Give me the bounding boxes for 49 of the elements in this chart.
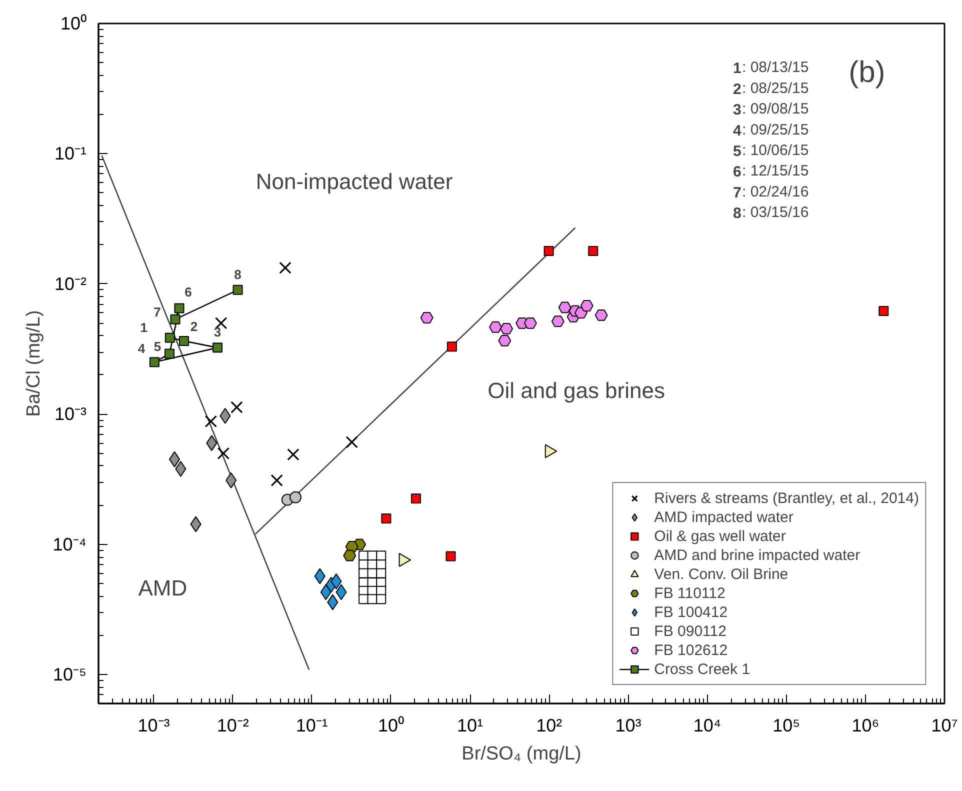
y-tick-label: 10⁻³ — [54, 404, 87, 424]
x-tick-label: 10⁵ — [772, 716, 800, 736]
legend-label: Rivers & streams (Brantley, et al., 2014) — [654, 489, 919, 507]
annotation: Oil and gas brines — [488, 378, 665, 404]
x-tick-label: 10¹ — [457, 716, 484, 736]
y-tick-label: 10⁻⁵ — [53, 664, 86, 685]
annotation: (b) — [848, 56, 886, 89]
x-tick-label: 10⁷ — [931, 716, 958, 736]
legend-label: AMD and brine impacted water — [654, 546, 860, 564]
x-tick-label: 10³ — [615, 716, 642, 736]
y-axis-title: Ba/Cl (mg/L) — [24, 310, 45, 417]
y-tick-label: 10⁻⁴ — [52, 534, 87, 554]
annotation: 1 — [140, 320, 148, 335]
y-tick-label: 10⁻¹ — [54, 144, 87, 164]
annotation: 5 — [154, 338, 162, 354]
annotation: 1: 08/13/15 — [733, 59, 809, 78]
legend-label: AMD impacted water — [654, 508, 794, 526]
annotation: AMD — [138, 575, 188, 600]
legend-label: Ven. Conv. Oil Brine — [654, 565, 788, 583]
y-tick-label: 10⁻² — [54, 274, 87, 294]
annotation: 7: 02/24/16 — [733, 183, 809, 202]
x-tick-label: 10⁴ — [693, 716, 722, 736]
x-tick-label: 10² — [536, 716, 562, 736]
annotation: 4: 09/25/15 — [733, 121, 809, 140]
x-tick-label: 10⁰ — [378, 716, 404, 736]
annotation: 3 — [214, 324, 222, 340]
x-axis-title: Br/SO₄ (mg/L) — [462, 744, 582, 764]
annotation: Non-impacted water — [256, 168, 453, 194]
x-tick-label: 10⁻³ — [138, 716, 170, 736]
x-tick-label: 10⁻² — [216, 716, 249, 736]
x-tick-label: 10⁶ — [852, 716, 880, 736]
annotation: 7 — [154, 304, 161, 320]
annotation: 3: 09/08/15 — [733, 100, 809, 119]
legend-label: Cross Creek 1 — [654, 660, 750, 678]
y-tick-label: 10⁰ — [60, 14, 87, 34]
annotation: 8 — [234, 266, 242, 282]
annotation: 5: 10/06/15 — [733, 142, 809, 160]
annotation: 6: 12/15/15 — [733, 162, 809, 181]
annotation: 8: 03/15/16 — [733, 204, 809, 222]
legend-label: FB 090112 — [654, 622, 726, 640]
annotation: 4 — [138, 341, 146, 356]
legend-label: FB 100412 — [654, 603, 728, 621]
legend-label: Oil & gas well water — [654, 527, 786, 545]
annotation: 2: 08/25/15 — [733, 80, 809, 98]
annotation: 6 — [184, 284, 192, 300]
legend-label: FB 110112 — [654, 584, 726, 602]
legend-label: FB 102612 — [654, 641, 728, 659]
x-tick-label: 10⁻¹ — [296, 716, 328, 736]
annotation: 2 — [190, 318, 198, 334]
